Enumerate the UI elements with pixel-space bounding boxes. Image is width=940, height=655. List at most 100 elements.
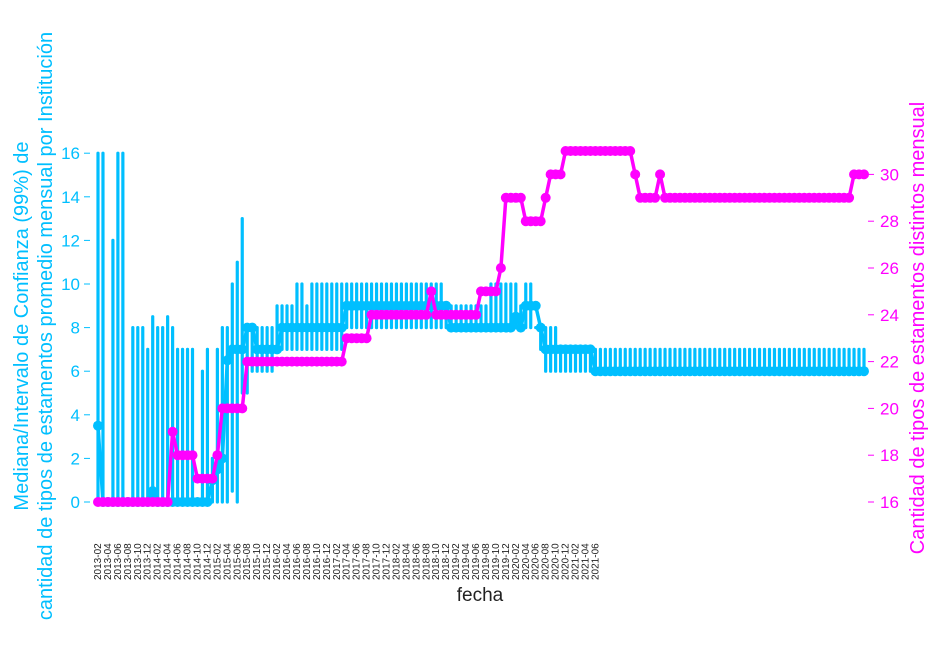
x-tick-label: 2020-10 — [551, 543, 562, 580]
count-point — [555, 169, 566, 180]
x-tick-label: 2015-10 — [252, 543, 263, 580]
count-point — [237, 403, 248, 414]
x-tick-label: 2013-04 — [103, 543, 114, 580]
right-tick-label: 16 — [880, 493, 899, 512]
x-tick-label: 2019-10 — [491, 543, 502, 580]
median-point — [535, 322, 546, 333]
right-tick-label: 30 — [880, 165, 899, 184]
x-tick-label: 2016-08 — [302, 543, 313, 580]
count-point — [655, 169, 666, 180]
left-tick-label: 2 — [71, 449, 80, 468]
count-point — [650, 192, 661, 203]
x-tick-label: 2018-06 — [411, 543, 422, 580]
right-y-axis-label: Cantidad de tipos de estamentos distinto… — [907, 102, 929, 555]
count-point — [471, 309, 482, 320]
median-point — [505, 322, 516, 333]
x-tick-label: 2014-06 — [173, 543, 184, 580]
median-point — [510, 311, 521, 322]
count-point — [421, 309, 432, 320]
count-point — [844, 192, 855, 203]
x-tick-label: 2017-10 — [372, 543, 383, 580]
x-tick-label: 2014-12 — [202, 543, 213, 580]
x-tick-label: 2020-06 — [531, 543, 542, 580]
count-point — [625, 146, 636, 156]
x-tick-label: 2018-12 — [441, 543, 452, 580]
median-point — [147, 486, 158, 497]
x-tick-label: 2015-04 — [222, 543, 233, 580]
x-tick-label: 2017-04 — [342, 543, 353, 580]
x-tick-label: 2016-06 — [292, 543, 303, 580]
left-tick-label: 8 — [71, 319, 80, 338]
x-tick-label: 2017-08 — [362, 543, 373, 580]
median-point — [515, 322, 526, 333]
x-tick-label: 2018-04 — [401, 543, 412, 580]
x-tick-label: 2014-08 — [183, 543, 194, 580]
left-tick-label: 12 — [61, 231, 80, 250]
count-point — [162, 497, 173, 507]
left-y-axis-label-line: cantidad de tipos de estamentos promedio… — [35, 32, 57, 620]
x-tick-label: 2013-10 — [133, 543, 144, 580]
right-tick-label: 22 — [880, 353, 899, 372]
count-point — [167, 426, 178, 437]
count-series — [93, 146, 869, 507]
x-tick-label: 2017-02 — [332, 543, 343, 580]
count-point — [490, 286, 501, 297]
count-point — [207, 473, 218, 484]
median-point — [441, 300, 452, 311]
left-tick-label: 0 — [71, 493, 80, 512]
count-point — [336, 356, 347, 367]
left-tick-label: 4 — [71, 406, 80, 425]
x-tick-label: 2016-02 — [272, 543, 283, 580]
count-point — [535, 216, 546, 227]
left-tick-label: 16 — [61, 144, 80, 163]
x-tick-label: 2018-08 — [421, 543, 432, 580]
median-point — [585, 344, 596, 355]
x-tick-label: 2021-04 — [580, 543, 591, 580]
x-tick-label: 2015-02 — [212, 543, 223, 580]
x-tick-label: 2019-06 — [471, 543, 482, 580]
count-point — [630, 169, 641, 180]
count-point — [361, 333, 372, 344]
x-tick-label: 2016-12 — [322, 543, 333, 580]
median-point — [93, 420, 103, 431]
x-tick-label: 2019-04 — [461, 543, 472, 580]
median-point — [202, 497, 213, 507]
x-tick-label: 2021-02 — [571, 543, 582, 580]
x-tick-label: 2013-02 — [93, 543, 104, 580]
median-point — [272, 344, 283, 355]
x-tick-label: 2016-10 — [312, 543, 323, 580]
count-point — [540, 192, 551, 203]
right-tick-label: 20 — [880, 399, 899, 418]
count-point — [187, 450, 198, 461]
x-tick-label: 2020-08 — [541, 543, 552, 580]
x-tick-label: 2013-12 — [143, 543, 154, 580]
x-tick-label: 2020-04 — [521, 543, 532, 580]
x-tick-label: 2017-12 — [381, 543, 392, 580]
x-tick-label: 2014-10 — [192, 543, 203, 580]
count-point — [515, 192, 526, 203]
x-tick-label: 2020-02 — [511, 543, 522, 580]
x-tick-label: 2019-12 — [501, 543, 512, 580]
x-tick-label: 2018-02 — [391, 543, 402, 580]
x-axis-label: fecha — [457, 585, 504, 606]
x-tick-label: 2017-06 — [352, 543, 363, 580]
median-point — [859, 366, 869, 377]
count-point — [212, 450, 223, 461]
x-tick-label: 2013-08 — [123, 543, 134, 580]
right-tick-label: 24 — [880, 306, 899, 325]
median-point — [336, 322, 347, 333]
left-y-axis-label: Mediana/Intervalo de Confianza (99%) de c… — [11, 32, 57, 620]
right-tick-label: 26 — [880, 259, 899, 278]
x-tick-label: 2014-02 — [153, 543, 164, 580]
left-y-axis: 0 2 4 6 8 10 12 14 16 — [61, 144, 90, 512]
count-point — [859, 169, 869, 180]
x-tick-label: 2015-06 — [232, 543, 243, 580]
x-tick-label: 2019-02 — [451, 543, 462, 580]
x-tick-label: 2021-06 — [590, 543, 601, 580]
right-y-axis: 16 18 20 22 24 26 28 30 — [868, 165, 899, 512]
left-tick-label: 14 — [61, 188, 80, 207]
left-tick-label: 6 — [71, 362, 80, 381]
x-tick-label: 2020-12 — [561, 543, 572, 580]
x-tick-label: 2015-12 — [262, 543, 273, 580]
